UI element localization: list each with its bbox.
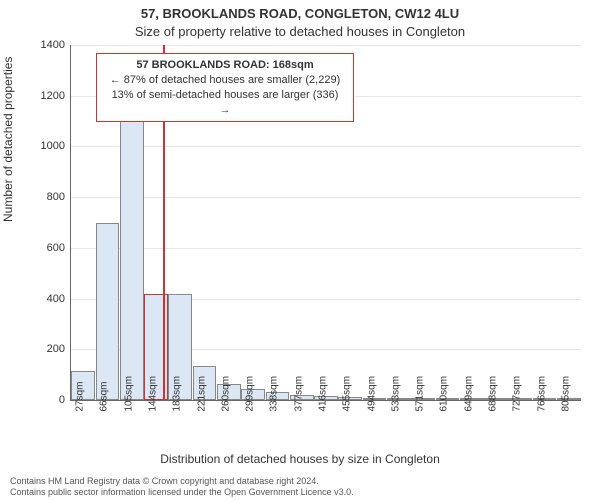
y-tick: 1200 — [25, 90, 65, 102]
x-axis-label: Distribution of detached houses by size … — [0, 452, 600, 466]
y-tick: 600 — [25, 242, 65, 254]
y-tick: 1000 — [25, 140, 65, 152]
footer-line1: Contains HM Land Registry data © Crown c… — [10, 476, 354, 487]
chart-subtitle: Size of property relative to detached ho… — [0, 24, 600, 39]
chart-container: 57, BROOKLANDS ROAD, CONGLETON, CW12 4LU… — [0, 0, 600, 500]
gridline — [71, 248, 581, 249]
annotation-line2: ← 87% of detached houses are smaller (2,… — [105, 73, 345, 88]
gridline — [71, 197, 581, 198]
annotation-line3: 13% of semi-detached houses are larger (… — [105, 88, 345, 118]
y-tick: 400 — [25, 293, 65, 305]
chart-title-address: 57, BROOKLANDS ROAD, CONGLETON, CW12 4LU — [0, 6, 600, 21]
y-axis-label: Number of detached properties — [1, 57, 15, 222]
histogram-bar — [96, 223, 120, 401]
gridline — [71, 146, 581, 147]
footer-line2: Contains public sector information licen… — [10, 487, 354, 498]
y-tick: 0 — [25, 394, 65, 406]
footer-attribution: Contains HM Land Registry data © Crown c… — [10, 476, 354, 498]
gridline — [71, 45, 581, 46]
y-tick: 200 — [25, 343, 65, 355]
annotation-box: 57 BROOKLANDS ROAD: 168sqm ← 87% of deta… — [96, 53, 354, 122]
y-tick: 800 — [25, 191, 65, 203]
annotation-line1: 57 BROOKLANDS ROAD: 168sqm — [105, 58, 345, 73]
y-tick: 1400 — [25, 39, 65, 51]
histogram-bar — [120, 119, 144, 400]
